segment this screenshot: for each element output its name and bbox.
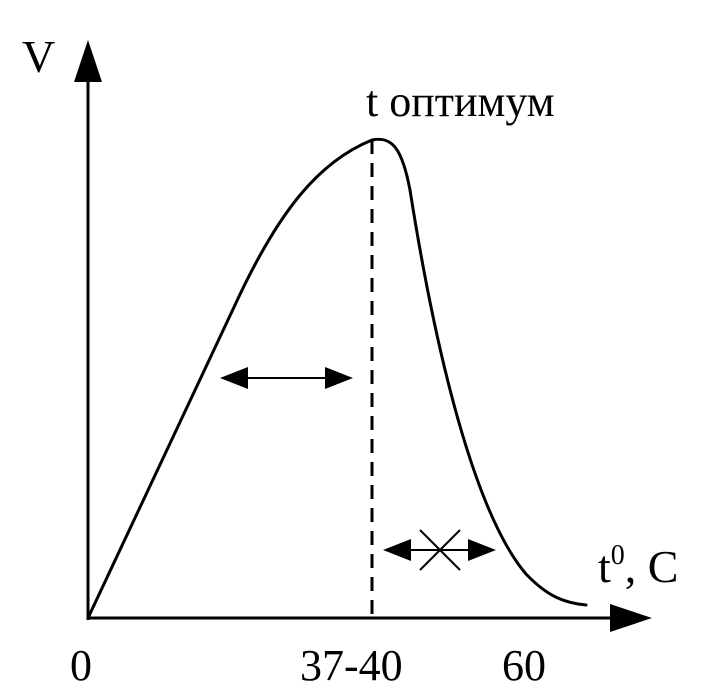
y-axis-label: V (22, 31, 55, 82)
optimum-label: t оптимум (366, 77, 555, 126)
x-axis-label-unit: , C (625, 541, 679, 592)
tick-label-60: 60 (502, 641, 546, 690)
x-axis-label-superscript: 0 (611, 540, 625, 571)
x-axis-label-t: t (598, 541, 611, 592)
tick-label-0: 0 (70, 641, 92, 690)
x-axis-arrowhead (610, 604, 652, 632)
y-axis-arrowhead (74, 40, 102, 82)
x-axis-label: t0, C (598, 540, 678, 592)
double-arrow-left (220, 367, 353, 389)
activity-curve (86, 137, 588, 620)
double-arrow-right-crossed (383, 529, 496, 571)
tick-label-37-40: 37-40 (300, 641, 403, 690)
